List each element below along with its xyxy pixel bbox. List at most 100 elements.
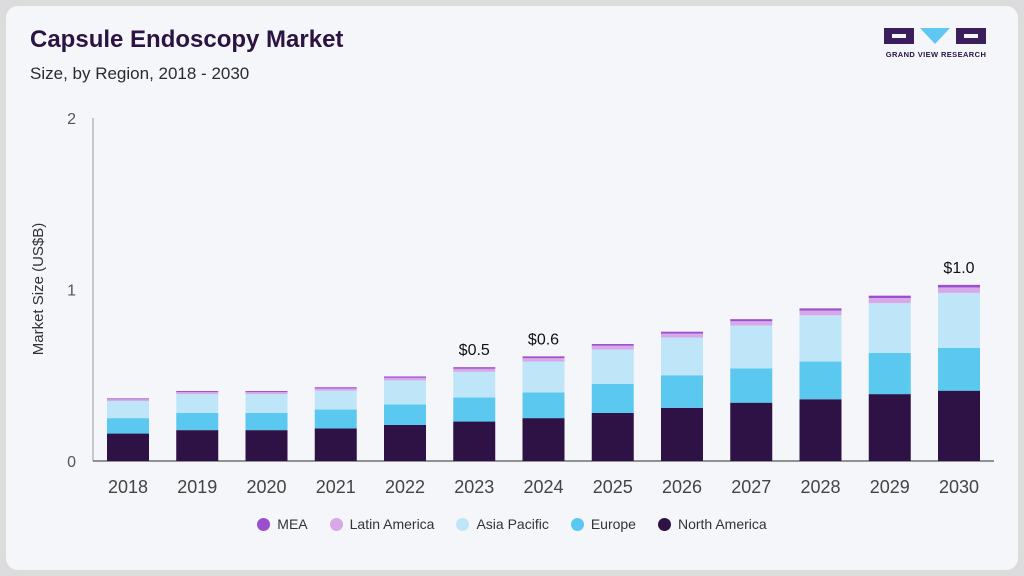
bar-europe-2030 [938,347,980,391]
bar-latin-america-2020 [245,392,288,395]
bar-latin-america-2021 [314,388,357,391]
legend-label: Latin America [349,516,435,532]
x-tick-label: 2024 [523,477,563,497]
bar-latin-america-2019 [176,392,219,395]
chart-legend: MEA Latin America Asia Pacific Europe North … [0,516,1024,532]
bar-latin-america-2022 [384,377,426,381]
legend-label: Asia Pacific [476,516,549,532]
bar-north-america-2029 [868,394,911,461]
bar-north-america-2027 [730,402,773,461]
bar-asia-pacific-2021 [314,390,357,410]
bar-europe-2029 [868,352,911,395]
bar-mea-2021 [314,387,357,389]
bar-mea-2030 [938,284,980,288]
bar-north-america-2020 [245,430,288,461]
bar-europe-2023 [453,397,496,422]
bar-europe-2018 [107,418,149,434]
x-tick-label: 2027 [731,477,771,497]
bar-europe-2020 [245,412,288,431]
bar-north-america-2018 [107,433,149,461]
grand-view-research-logo-icon [884,28,986,44]
bar-europe-2025 [591,383,634,413]
legend-item-asia-pacific: Asia Pacific [456,516,549,532]
bar-asia-pacific-2019 [176,394,219,413]
logo-text: GRAND VIEW RESEARCH [885,50,987,59]
x-tick-label: 2023 [454,477,494,497]
chart-title: Capsule Endoscopy Market [30,26,344,53]
bar-north-america-2030 [938,390,980,461]
bar-mea-2027 [730,319,773,322]
bar-asia-pacific-2026 [661,337,703,376]
bar-europe-2028 [799,361,842,400]
bar-north-america-2021 [314,428,357,461]
y-tick-label: 2 [67,111,76,128]
legend-label: MEA [277,516,308,532]
legend-label: Europe [590,516,636,532]
legend-item-latin-america: Latin America [329,516,435,532]
bar-latin-america-2023 [453,368,496,372]
bar-latin-america-2030 [938,287,980,293]
bar-latin-america-2026 [661,333,703,338]
y-tick-label: 0 [67,454,76,471]
chart-subtitle: Size, by Region, 2018 - 2030 [30,64,250,83]
x-tick-label: 2025 [593,477,633,497]
bar-mea-2020 [245,391,288,393]
legend-label: North America [677,516,767,532]
data-label-2024: $0.6 [528,331,559,348]
bar-europe-2019 [176,412,219,431]
bar-north-america-2019 [176,430,219,461]
bar-latin-america-2024 [522,358,565,362]
bar-europe-2022 [384,404,426,425]
x-tick-label: 2020 [246,477,286,497]
bar-asia-pacific-2030 [938,292,980,348]
bar-mea-2028 [799,308,842,311]
bar-latin-america-2025 [591,345,634,350]
bar-mea-2024 [522,356,565,359]
bar-mea-2022 [384,376,426,378]
bar-latin-america-2028 [799,310,842,316]
x-tick-label: 2030 [939,477,979,497]
bar-north-america-2022 [384,424,426,461]
bar-latin-america-2018 [107,399,149,401]
bar-asia-pacific-2029 [868,303,911,353]
bar-mea-2019 [176,391,219,393]
y-tick-label: 1 [67,283,76,300]
x-tick-label: 2018 [108,477,148,497]
bar-asia-pacific-2028 [799,315,842,362]
bar-north-america-2023 [453,421,496,461]
bar-europe-2027 [730,368,773,403]
x-tick-label: 2022 [385,477,425,497]
bar-europe-2024 [522,392,565,419]
bar-mea-2025 [591,344,634,346]
bar-north-america-2024 [522,418,565,461]
bar-asia-pacific-2020 [245,394,288,413]
legend-item-mea: MEA [257,516,308,532]
bar-north-america-2026 [661,407,703,461]
bar-asia-pacific-2024 [522,361,565,393]
chart-card [6,6,1018,570]
bar-mea-2026 [661,331,703,334]
bar-europe-2021 [314,409,357,429]
bar-north-america-2025 [591,412,634,461]
bar-asia-pacific-2022 [384,380,426,405]
bar-mea-2023 [453,367,496,369]
bar-asia-pacific-2018 [107,400,149,419]
legend-swatch-icon [329,517,343,531]
x-tick-label: 2019 [177,477,217,497]
legend-item-north-america: North America [657,516,767,532]
legend-swatch-icon [657,517,671,531]
bar-europe-2026 [661,375,703,408]
x-tick-label: 2029 [870,477,910,497]
bar-latin-america-2027 [730,321,773,326]
legend-swatch-icon [257,517,271,531]
data-label-2030: $1.0 [943,260,974,277]
bar-mea-2018 [107,398,149,400]
x-tick-label: 2028 [800,477,840,497]
bar-latin-america-2029 [868,298,911,304]
data-label-2023: $0.5 [459,342,490,359]
y-axis-label: Market Size (US$B) [30,223,47,356]
x-tick-label: 2026 [662,477,702,497]
x-tick-label: 2021 [316,477,356,497]
bar-asia-pacific-2027 [730,325,773,369]
